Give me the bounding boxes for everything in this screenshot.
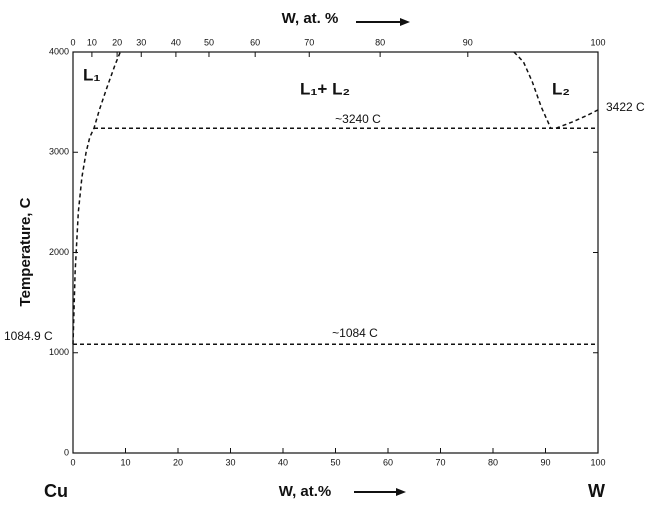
x2-tick-label: 60 [250,37,260,47]
y-tick-label: 2000 [49,247,69,257]
element-label: W [588,481,605,501]
x2-tick-label: 50 [204,37,214,47]
x-tick-label: 80 [488,457,498,467]
phase-label: L₁+ L₂ [300,79,350,98]
y-axis-label: Temperature, C [17,197,34,306]
x2-tick-label: 20 [112,37,122,47]
x2-tick-label: 90 [463,37,473,47]
x2-tick-label: 30 [136,37,146,47]
y-tick-label: 1000 [49,347,69,357]
phase-label: L₂ [552,79,570,98]
x-tick-label: 30 [225,457,235,467]
x2-tick-label: 70 [304,37,314,47]
x-tick-label: 60 [383,457,393,467]
phase-label: L₁ [83,65,100,84]
phase-boundary [513,51,552,129]
arrow-head [400,18,410,26]
x-axis-label: W, at.% [279,483,332,500]
x2-tick-label: 40 [171,37,181,47]
x-tick-label: 90 [540,457,550,467]
element-label: Cu [44,481,68,501]
x2-tick-label: 0 [70,37,75,47]
annotation: 1084.9 C [4,329,53,343]
annotation: ~1084 C [332,326,378,340]
phase-boundary [72,51,121,345]
x-tick-label: 50 [330,457,340,467]
arrow-head [396,488,406,496]
x-tick-label: 10 [120,457,130,467]
x-tick-label: 100 [590,457,605,467]
x-tick-label: 70 [435,457,445,467]
annotation: ~3240 C [335,112,381,126]
x-tick-label: 40 [278,457,288,467]
top-axis-label: W, at. % [282,10,339,27]
x-tick-label: 20 [173,457,183,467]
x2-tick-label: 100 [590,37,605,47]
y-tick-label: 4000 [49,46,69,56]
y-tick-label: 3000 [49,147,69,157]
x2-tick-label: 80 [375,37,385,47]
x2-tick-label: 10 [87,37,97,47]
y-tick-label: 0 [64,447,69,457]
phase-boundary [555,109,599,129]
x-tick-label: 0 [70,457,75,467]
annotation: 3422 C [606,100,645,114]
